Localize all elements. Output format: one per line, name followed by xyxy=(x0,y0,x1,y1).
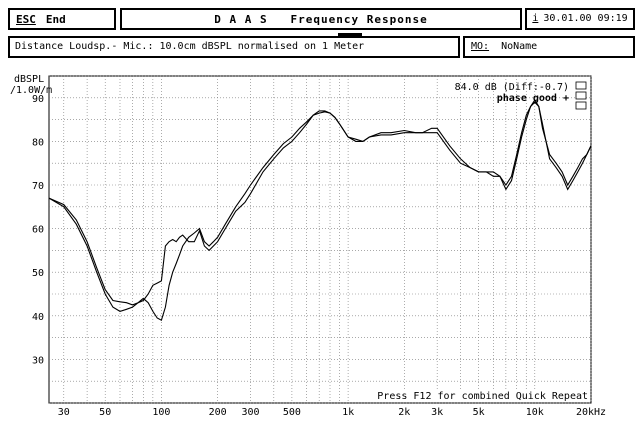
x-tick-label: 20kHz xyxy=(576,407,606,418)
x-tick-label: 1k xyxy=(342,407,354,418)
model-box[interactable]: MO: NoName xyxy=(463,36,635,58)
series-line-2 xyxy=(48,98,592,321)
x-tick-label: 100 xyxy=(152,407,170,418)
series-line-1 xyxy=(48,101,592,306)
x-tick-label: 10k xyxy=(526,407,544,418)
y-tick-label: 90 xyxy=(32,94,44,105)
x-tick-label: 30 xyxy=(58,407,70,418)
y-tick-label: 80 xyxy=(32,137,44,148)
legend-markers xyxy=(575,81,587,110)
legend-marker-3 xyxy=(575,101,587,110)
y-tick-label: 70 xyxy=(32,181,44,192)
plot-area xyxy=(48,75,592,404)
esc-key-label: ESC xyxy=(16,12,36,26)
x-tick-label: 5k xyxy=(473,407,485,418)
x-tick-label: 200 xyxy=(209,407,227,418)
y-tick-label: 50 xyxy=(32,268,44,279)
chart-grid xyxy=(49,75,592,404)
info-key-label: i xyxy=(532,13,539,24)
footer-hint-bg xyxy=(378,389,590,402)
y-tick-label: 30 xyxy=(32,355,44,366)
x-tick-label: 50 xyxy=(99,407,111,418)
y-tick-label: 60 xyxy=(32,225,44,236)
chart-tick-labels: 30 50 100 200 300 500 1k 2k 3k 5k 10k 20kHz 30 40 50 60… xyxy=(32,94,606,418)
y-axis-label: dBSPL xyxy=(14,74,44,85)
legend-marker-2 xyxy=(575,91,587,100)
y-axis-unit: /1.0W/m xyxy=(10,85,52,96)
x-tick-label: 2k xyxy=(398,407,410,418)
chart-series xyxy=(48,98,592,321)
y-tick-label: 40 xyxy=(32,312,44,323)
measurement-description: Distance Loudsp.- Mic.: 10.0cm dBSPL nor… xyxy=(15,41,365,52)
x-tick-label: 500 xyxy=(283,407,301,418)
footer-hint: Press F12 for combined Quick Repeat xyxy=(377,391,588,402)
datetime: 30.01.00 09:19 xyxy=(543,13,628,24)
measurement-info: Distance Loudsp.- Mic.: 10.0cm dBSPL nor… xyxy=(8,36,460,58)
page-title: D A A S Frequency Response xyxy=(214,12,428,26)
phase-annotation: phase good + xyxy=(497,93,569,104)
info-datetime-box[interactable]: i 30.01.00 09:19 xyxy=(525,8,635,30)
model-key-label: MO: xyxy=(471,41,490,52)
title-bar: D A A S Frequency Response xyxy=(120,8,522,30)
end-label: End xyxy=(45,12,66,26)
x-tick-label: 300 xyxy=(241,407,259,418)
end-button[interactable]: ESC End xyxy=(8,8,116,30)
legend-marker-1 xyxy=(575,81,587,90)
x-tick-label: 3k xyxy=(431,407,443,418)
model-name: NoName xyxy=(501,41,538,52)
level-annotation: 84.0 dB (Diff:-0.7) xyxy=(455,82,569,93)
